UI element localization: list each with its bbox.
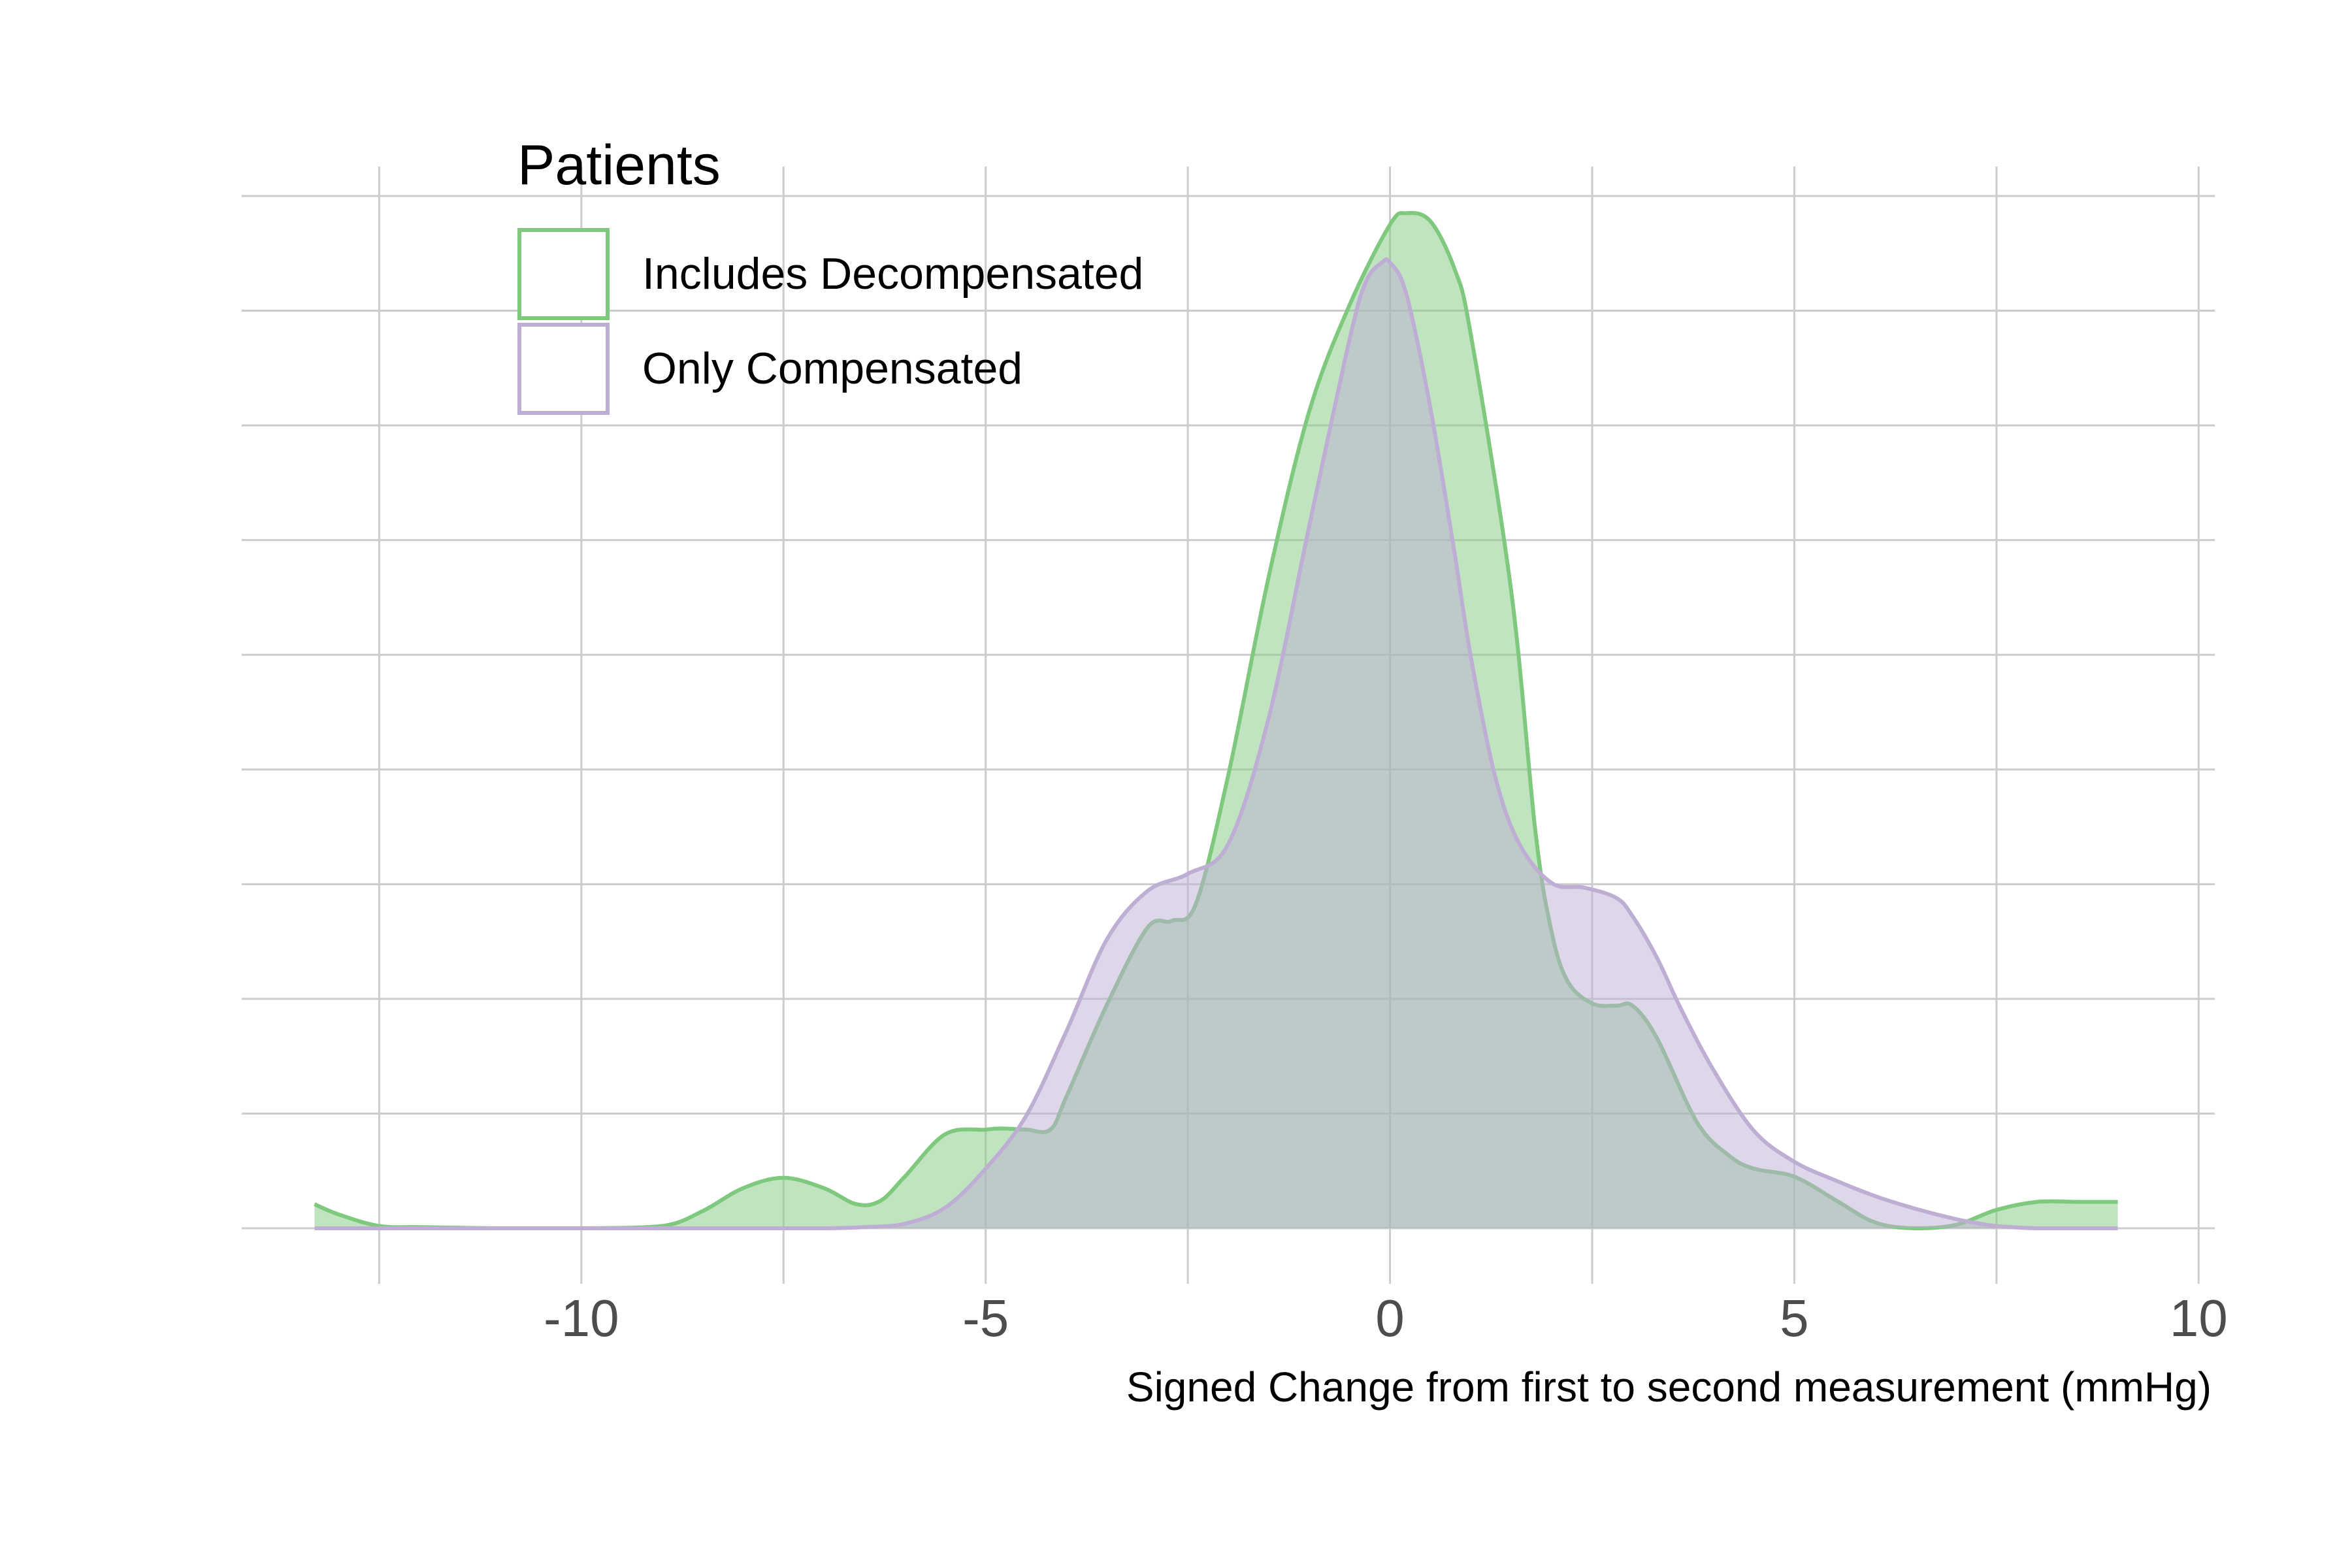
x-tick-label: 0 — [1375, 1289, 1405, 1347]
density-area-only-compensated — [314, 259, 2118, 1228]
density-line-only-compensated — [314, 257, 2118, 1231]
legend-title: Patients — [517, 134, 721, 197]
series-layer — [314, 210, 2118, 1231]
legend-key-includes-decompensated — [517, 228, 610, 320]
x-tick-label: 10 — [2170, 1289, 2228, 1347]
legend-label-includes-decompensated: Includes Decompensated — [642, 249, 1143, 299]
x-axis-ticks: -10 -5 0 5 10 — [544, 1289, 2228, 1347]
legend-key-only-compensated — [517, 323, 610, 415]
x-axis-title: Signed Change from first to second measu… — [1126, 1364, 2212, 1411]
x-tick-label: 5 — [1780, 1289, 1809, 1347]
x-tick-label: -10 — [544, 1289, 619, 1347]
x-tick-label: -5 — [962, 1289, 1009, 1347]
legend: Patients Includes Decompensated Only Comp… — [517, 134, 1143, 415]
legend-label-only-compensated: Only Compensated — [642, 344, 1022, 393]
